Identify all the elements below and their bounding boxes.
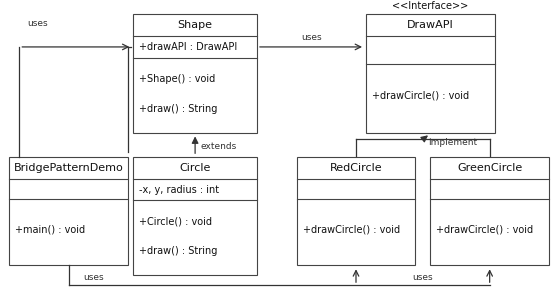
Bar xyxy=(430,157,549,265)
Text: +Shape() : void: +Shape() : void xyxy=(139,74,216,84)
Text: uses: uses xyxy=(27,19,48,28)
Text: BridgePatternDemo: BridgePatternDemo xyxy=(14,163,124,173)
Text: uses: uses xyxy=(83,273,104,282)
Text: <<Interface>>: <<Interface>> xyxy=(392,1,468,11)
Text: +drawCircle() : void: +drawCircle() : void xyxy=(302,225,400,235)
Text: +draw() : String: +draw() : String xyxy=(139,104,217,114)
Text: +main() : void: +main() : void xyxy=(15,225,86,235)
Text: extends: extends xyxy=(200,142,236,151)
Text: implement: implement xyxy=(428,138,477,147)
Bar xyxy=(297,157,416,265)
Text: +draw() : String: +draw() : String xyxy=(139,246,217,256)
Bar xyxy=(366,14,494,132)
Text: GreenCircle: GreenCircle xyxy=(457,163,522,173)
Text: Shape: Shape xyxy=(178,20,213,30)
Text: +drawCircle() : void: +drawCircle() : void xyxy=(372,91,469,101)
Text: -x, y, radius : int: -x, y, radius : int xyxy=(139,185,220,195)
Bar xyxy=(133,157,257,275)
Text: DrawAPI: DrawAPI xyxy=(407,20,454,30)
Text: +drawCircle() : void: +drawCircle() : void xyxy=(436,225,533,235)
Bar xyxy=(133,14,257,132)
Text: Circle: Circle xyxy=(179,163,211,173)
Text: uses: uses xyxy=(301,33,322,42)
Text: +Circle() : void: +Circle() : void xyxy=(139,217,212,226)
Bar xyxy=(10,157,128,265)
Text: uses: uses xyxy=(413,273,433,282)
Text: RedCircle: RedCircle xyxy=(330,163,382,173)
Text: +drawAPI : DrawAPI: +drawAPI : DrawAPI xyxy=(139,42,237,52)
